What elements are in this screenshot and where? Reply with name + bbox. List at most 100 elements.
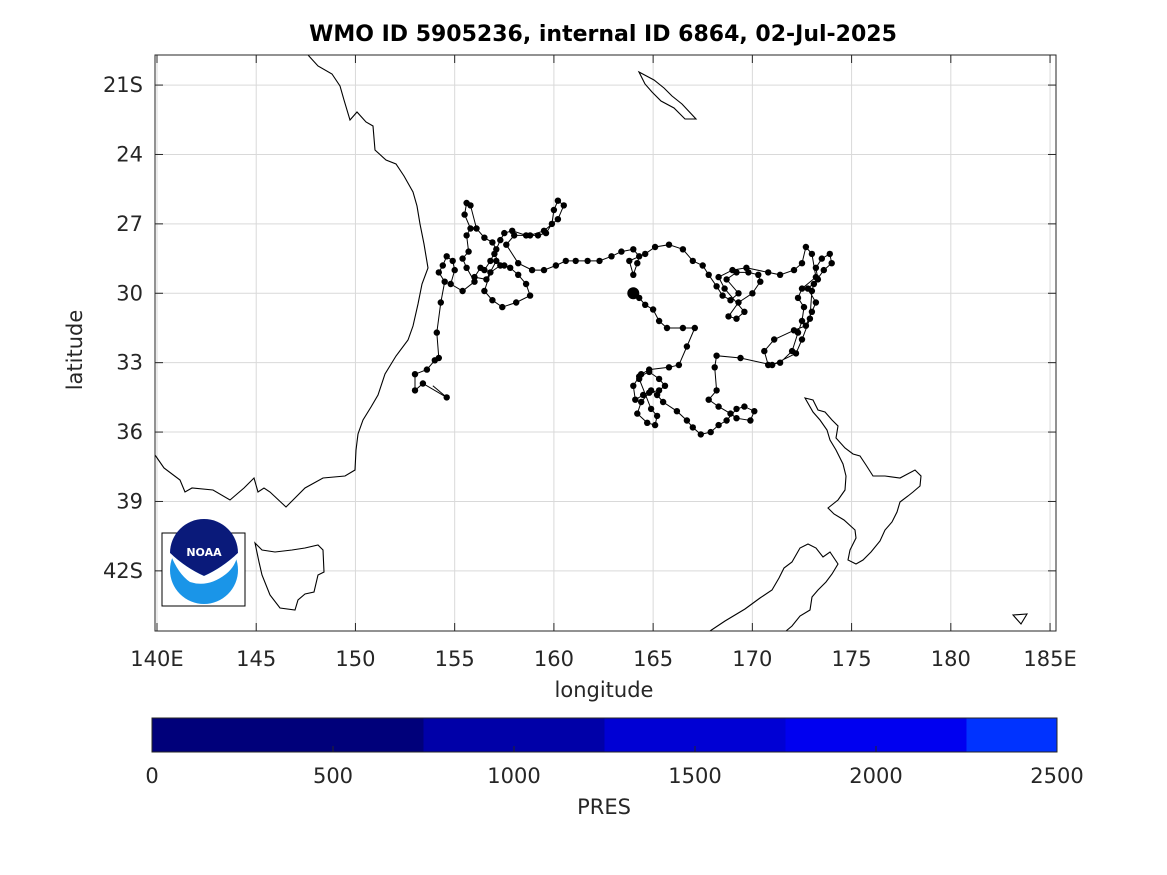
float-position-point [483,276,490,283]
float-position-point [820,266,827,274]
float-position-point [644,419,651,426]
float-position-point [661,382,669,389]
float-position-point [737,354,744,362]
x-tick-label: 180 [931,647,971,671]
float-position-point [818,255,825,262]
float-position-point [534,232,542,239]
float-position-point [467,202,474,209]
float-position-point [665,364,673,371]
float-position-point [655,375,663,383]
float-position-point [651,421,659,429]
float-position-point [761,347,768,355]
float-position-point [808,250,816,258]
float-position-point [655,317,663,325]
x-tick-label: 170 [732,647,772,671]
coastline-nz-north [803,397,922,565]
float-position-point [459,287,466,295]
float-position-point [550,206,558,214]
x-tick-label: 155 [435,647,475,671]
float-position-point [806,315,814,322]
float-position-point [733,415,740,422]
float-position-point [481,234,488,241]
float-position-point [755,271,762,278]
float-position-point [713,352,720,359]
float-position-point [798,336,806,343]
float-position-point [435,354,442,362]
float-position-point [501,229,508,237]
coastline-australia [155,55,429,508]
float-position-point [757,278,764,285]
float-position-point [808,287,816,295]
float-position-point [792,350,800,357]
colorbar-ticks: 0 500 1000 1500 2000 2500 [145,746,1084,788]
float-position-point [626,257,633,265]
float-position-point [741,308,748,315]
float-position-point [679,246,687,253]
x-tick-label: 140E [130,647,183,671]
float-position-point [751,408,758,415]
colorbar-tick-label: 1500 [668,764,721,788]
float-position-point [719,292,726,299]
float-position-point [721,285,728,292]
float-position-point [540,227,548,234]
float-position-point [646,389,653,396]
float-position-point [642,250,649,258]
float-position-point [765,269,772,276]
float-position-point [443,253,450,260]
colorbar-tick-label: 2500 [1030,764,1083,788]
float-position-point [596,257,603,265]
float-position-point [659,398,667,406]
float-position-point [634,410,641,417]
float-position-point [435,269,442,276]
float-position-point [419,380,427,387]
map-title: WMO ID 5905236, internal ID 6864, 02-Jul… [309,22,897,47]
float-position-point [632,396,639,403]
float-position-point [723,276,730,283]
float-position-point [665,241,673,248]
float-position-point [471,278,478,285]
float-position-point [423,366,431,373]
float-position-point [528,266,536,274]
colorbar-tick-label: 0 [145,764,158,788]
float-position-point [642,301,649,308]
float-position-point [487,269,494,276]
float-position-point [689,257,696,265]
x-tick-label: 185E [1023,647,1076,671]
float-position-point [526,292,534,299]
y-tick-label: 33 [116,351,143,375]
float-position-point [646,366,653,373]
float-position-point [411,387,419,394]
noaa-logo-text: NOAA [186,546,222,559]
float-position-point [715,273,722,281]
float-position-point [705,271,712,278]
float-position-point [630,382,637,389]
noaa-logo: NOAA [161,519,246,607]
float-position-point [437,299,444,306]
float-position-point [560,202,567,209]
float-position-point [522,280,530,288]
float-position-point [802,243,810,251]
float-position-point [707,428,714,436]
float-position-point [649,306,657,313]
float-position-point [608,253,615,260]
float-position-point [735,290,742,297]
coastline-small-island [1011,613,1029,625]
float-position-point [449,257,456,265]
float-position-point [727,410,734,417]
float-position-point [554,197,562,204]
float-position-point [691,324,698,332]
float-position-point [461,211,468,218]
float-position-point [477,264,484,271]
float-position-point [663,324,671,332]
axis-ticks: 140E 145 150 155 160 165 170 175 180 185E 21S 24 27 3… [103,55,1077,671]
coastlines [155,55,1029,631]
float-position-point [697,431,704,438]
float-position-point [515,260,522,267]
float-position-point [673,408,681,415]
float-position-point [630,246,637,253]
float-position-point [638,398,645,406]
float-position-point [725,313,732,320]
float-position-point [467,225,474,232]
float-position-point [634,260,641,267]
float-position-point [515,271,522,278]
